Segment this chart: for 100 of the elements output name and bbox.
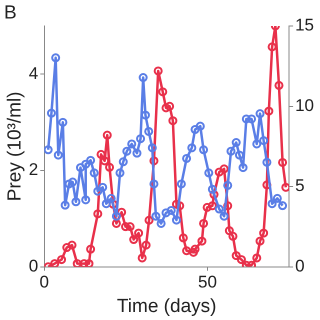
text: B [4,2,17,24]
point [154,66,163,76]
point [105,162,114,172]
point [214,168,224,177]
point [278,158,288,167]
y-tick-label: 0 [28,256,38,276]
point [98,182,108,192]
point [226,146,236,156]
point [188,248,198,257]
point [256,109,265,118]
point [93,186,102,196]
point [46,108,56,118]
point [220,164,229,174]
point [118,157,128,166]
point [199,218,208,228]
point [223,201,232,210]
y2-tick-label: 5 [295,176,305,196]
point [134,228,144,238]
point [176,179,186,188]
point [199,145,208,154]
point [236,255,246,264]
point [214,204,224,214]
point [256,236,265,246]
point [259,136,268,146]
point [259,228,268,238]
point [144,126,154,136]
point [178,233,188,242]
point [168,116,178,126]
point [54,150,63,160]
point [268,42,277,52]
point [149,156,158,166]
y-tick-label: 2 [28,160,38,180]
point [175,201,184,210]
point [197,236,206,246]
point [220,212,229,221]
point [132,148,142,158]
point [162,208,171,218]
point [234,150,244,160]
point [264,106,274,116]
point [126,222,135,232]
point [252,253,262,262]
point [81,195,90,204]
point [223,180,232,190]
point [190,125,200,134]
point [148,143,157,152]
point [68,178,78,187]
point [274,80,284,90]
point [81,160,90,169]
point [115,168,124,178]
point [202,202,212,212]
point [228,232,238,241]
point [210,190,219,200]
point [68,240,77,250]
point [242,114,251,124]
point [208,184,217,194]
point [281,182,290,192]
point [208,201,217,210]
point [127,139,136,148]
point [166,206,176,215]
x-tick-label: 50 [198,272,217,292]
point [158,87,168,96]
point [172,216,181,225]
point [84,259,94,267]
x-axis-title: Time (days) [116,296,216,317]
point [121,222,130,232]
point [187,143,196,152]
y-axis-title: Prey (10³/ml) [4,92,26,202]
y-tick-label: 4 [28,64,38,83]
y2-tick-label: 0 [295,256,305,276]
point [247,114,256,124]
point [224,226,234,236]
point [144,216,154,225]
point [102,199,111,208]
point [238,163,248,172]
point [122,146,132,156]
y2-tick-label: 15 [295,16,314,35]
point [204,168,214,178]
point [151,212,160,221]
point [138,73,148,82]
point [149,179,158,188]
point [272,194,282,203]
point [232,251,241,260]
point [58,118,68,127]
point [72,259,82,267]
point [129,235,138,244]
point [262,158,272,167]
point [156,218,166,228]
point [60,200,70,210]
point [112,218,121,228]
point [196,122,205,131]
point [90,168,99,178]
point [138,253,147,262]
point [117,208,126,217]
point [93,209,102,218]
point [62,243,72,252]
point [80,259,89,267]
point [50,259,60,267]
point [232,138,241,148]
point [142,240,151,250]
point [86,156,96,165]
